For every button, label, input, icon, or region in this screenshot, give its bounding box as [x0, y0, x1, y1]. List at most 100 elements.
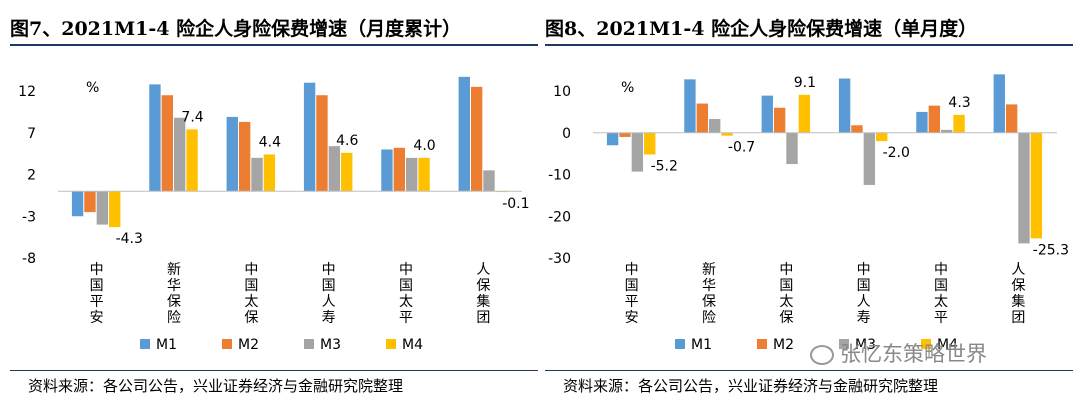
bar-m2	[773, 107, 786, 133]
watermark: 张忆东策略世界	[810, 338, 987, 368]
left-source-note: 资料来源：各公司公告，兴业证券经济与金融研究院整理	[28, 377, 404, 395]
left-chart-panel: 图7、2021M1-4 险企人身险保费增速（月度累计） -8 -3 2 7 12% -4.…	[10, 0, 538, 406]
y-tick-label: 12	[18, 84, 36, 100]
category-label: 新华保险	[702, 262, 716, 326]
legend-swatch-m2	[222, 339, 232, 349]
bar-m2	[161, 95, 173, 192]
legend-swatch-m4	[921, 339, 931, 349]
bar-m3	[863, 132, 876, 185]
bar-m1	[149, 84, 161, 192]
bar-m4	[418, 157, 430, 192]
bar-m1	[838, 78, 851, 133]
bar-m4	[953, 114, 965, 133]
bar-m3	[941, 129, 953, 133]
bar-m4	[721, 132, 733, 136]
left-title-rule	[10, 44, 538, 46]
data-label: 4.0	[413, 138, 435, 154]
category-label: 人保集团	[476, 262, 490, 326]
bar-m1	[606, 132, 619, 146]
right-chart-panel: 图8、2021M1-4 险企人身险保费增速（单月度） -30 -20 -10 0 10%…	[545, 0, 1073, 406]
bar-m3	[483, 170, 495, 192]
bar-m2	[238, 121, 251, 192]
bar-m3	[174, 117, 186, 192]
bar-m1	[993, 74, 1005, 133]
right-source-note: 资料来源：各公司公告，兴业证券经济与金融研究院整理	[563, 377, 939, 395]
bar-m2	[393, 147, 405, 192]
bar-m4	[341, 152, 353, 192]
bar-m3	[1018, 132, 1030, 244]
data-label: 4.6	[336, 133, 358, 149]
bar-m1	[71, 191, 84, 217]
bar-m3	[406, 157, 418, 192]
bar-m2	[316, 95, 328, 192]
unit-label: %	[621, 80, 634, 96]
bar-m2	[84, 191, 96, 213]
data-label: -5.2	[651, 158, 678, 174]
bar-m3	[251, 157, 263, 192]
right-bar-chart: -30 -20 -10 0 10 % -5.2 -0.7 9.1 -2.0 4.3 -25.3 中国平安…	[548, 74, 1069, 353]
data-label: 7.4	[181, 109, 203, 125]
y-tick-label: -30	[548, 251, 571, 267]
right-source-rule	[545, 370, 1073, 371]
legend-label: M1	[691, 337, 712, 353]
y-tick-label: -3	[22, 209, 36, 225]
legend-swatch-m1	[675, 339, 685, 349]
bar-m4	[644, 132, 656, 155]
unit-label: %	[86, 80, 99, 96]
y-tick-label: 10	[553, 84, 571, 100]
bar-m1	[303, 82, 316, 192]
category-label: 中国太保	[244, 262, 258, 326]
legend-label: M3	[855, 337, 876, 353]
data-label: -4.3	[116, 231, 143, 247]
category-label: 中国太平	[934, 262, 948, 326]
bar-m3	[631, 132, 644, 172]
left-source-rule	[10, 370, 538, 371]
right-chart-title: 图8、2021M1-4 险企人身险保费增速（单月度）	[545, 18, 978, 40]
category-label: 中国太保	[779, 262, 793, 326]
bar-m1	[226, 116, 238, 192]
left-bar-chart: -8 -3 2 7 12 % -4.3 7.4 4.4 4.6 4.0 -0.1 中国平安 新华保险 中国太…	[18, 76, 530, 353]
bar-m2	[470, 86, 483, 192]
y-tick-label: 2	[27, 168, 36, 184]
y-tick-label: 7	[27, 126, 36, 142]
y-tick-label: -20	[548, 209, 571, 225]
bar-m4	[109, 191, 121, 228]
legend-label: M2	[238, 337, 259, 353]
bar-m2	[851, 125, 863, 133]
bar-m3	[709, 119, 721, 133]
legend-label: M4	[402, 337, 423, 353]
bar-m4	[1030, 132, 1043, 239]
bar-m2	[696, 103, 708, 133]
right-title-rule	[545, 44, 1073, 46]
bar-m3	[96, 191, 109, 225]
legend-label: M4	[937, 337, 958, 353]
y-tick-label: -8	[22, 251, 36, 267]
data-label: -0.7	[728, 140, 755, 156]
bar-m3	[328, 146, 341, 192]
watermark-text: 张忆东策略世界	[840, 342, 987, 366]
bar-m1	[916, 111, 928, 133]
bar-m2	[1005, 104, 1018, 133]
bar-m3	[786, 132, 798, 165]
legend-swatch-m1	[140, 339, 150, 349]
bar-m4	[263, 154, 276, 192]
bar-m1	[458, 76, 470, 192]
category-label: 中国人寿	[322, 262, 336, 326]
category-label: 中国人寿	[857, 262, 871, 326]
category-label: 中国平安	[90, 262, 104, 326]
legend-label: M2	[773, 337, 794, 353]
bar-m1	[761, 95, 773, 133]
bar-m1	[684, 79, 696, 133]
legend-swatch-m4	[386, 339, 396, 349]
legend-label: M3	[320, 337, 341, 353]
bar-m1	[381, 149, 393, 192]
bar-m4	[876, 132, 888, 142]
category-label: 人保集团	[1011, 262, 1025, 326]
data-label: -0.1	[502, 196, 529, 212]
category-label: 中国太平	[399, 262, 413, 326]
data-label: 4.3	[948, 95, 970, 111]
data-label: 9.1	[794, 75, 816, 91]
bar-m4	[798, 94, 811, 133]
left-chart-title: 图7、2021M1-4 险企人身险保费增速（月度累计）	[10, 18, 462, 40]
category-label: 新华保险	[167, 262, 181, 326]
